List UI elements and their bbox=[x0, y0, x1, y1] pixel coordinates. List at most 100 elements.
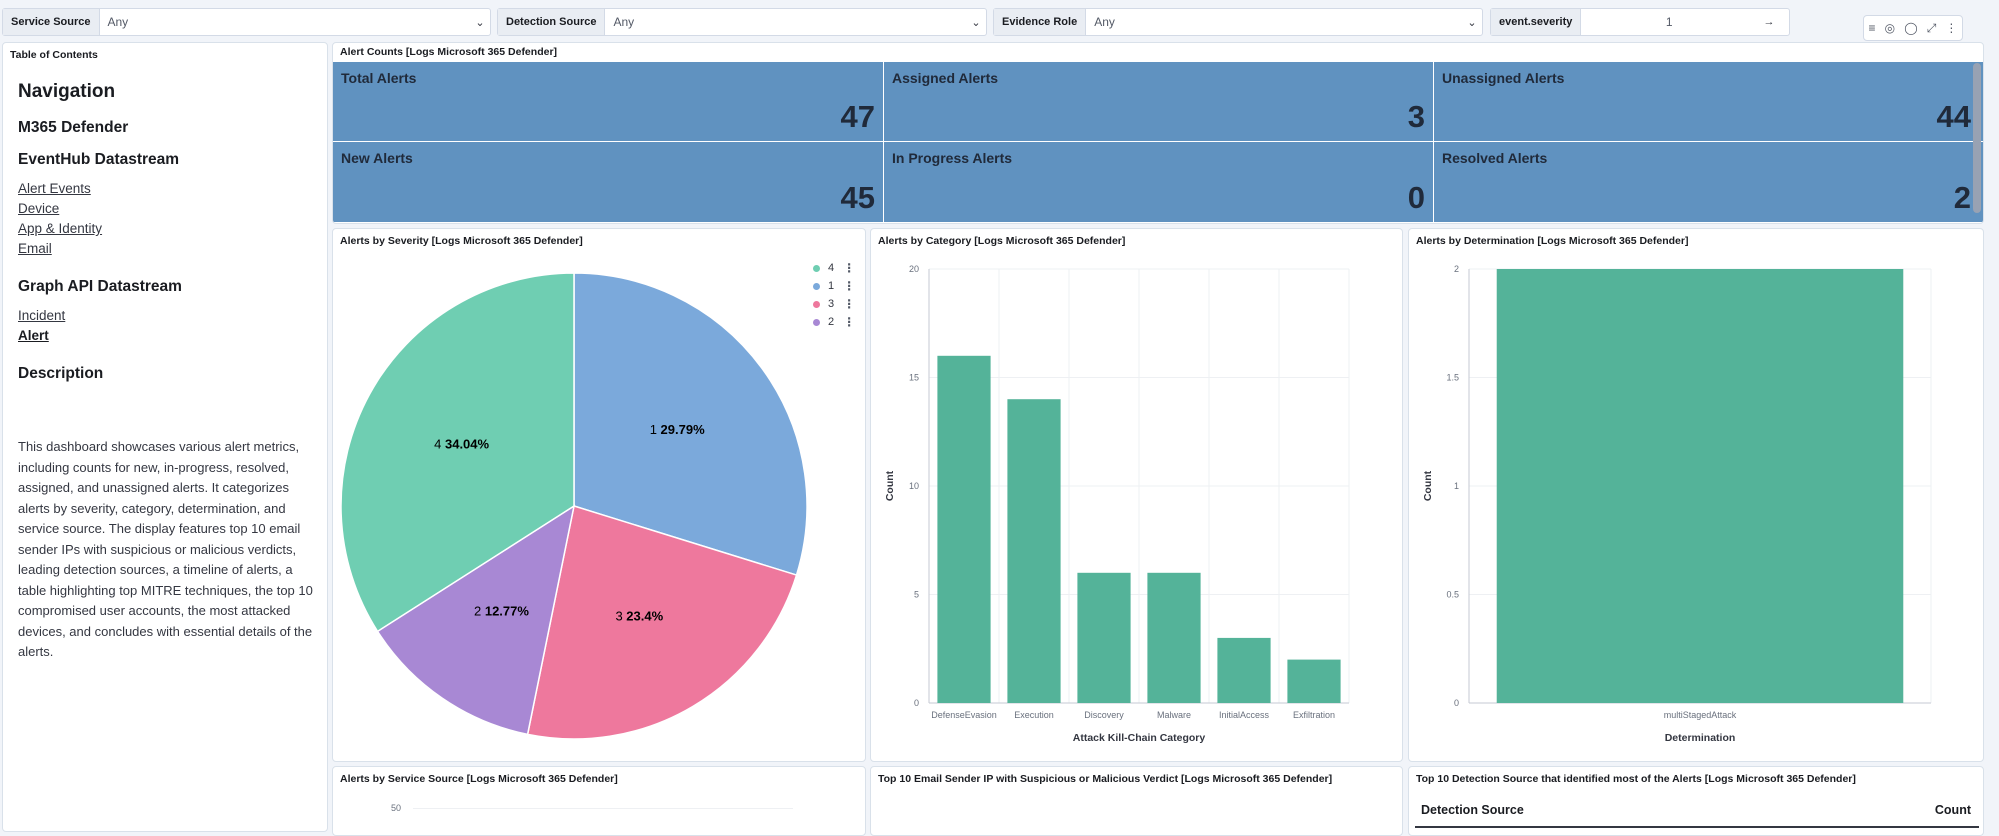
filter-icon[interactable]: ≡ bbox=[1868, 21, 1876, 35]
panel-title: Alerts by Determination [Logs Microsoft … bbox=[1416, 235, 1689, 247]
filter-bar: Service Source Any ⌄ Detection Source An… bbox=[0, 0, 1999, 40]
metric-unassigned-alerts[interactable]: Unassigned Alerts 44 bbox=[1434, 62, 1983, 141]
slice-key: 1 bbox=[650, 422, 661, 437]
severity-panel: Alerts by Severity [Logs Microsoft 365 D… bbox=[332, 228, 866, 762]
legend-label: 3 bbox=[828, 298, 835, 310]
link-alert[interactable]: Alert bbox=[18, 328, 49, 343]
legend-item[interactable]: 2 ⋮ bbox=[813, 315, 855, 329]
x-axis-tick: Execution bbox=[1014, 710, 1054, 720]
bar-Execution[interactable] bbox=[1007, 399, 1061, 703]
legend-item[interactable]: 1 ⋮ bbox=[813, 279, 855, 293]
metric-label: Assigned Alerts bbox=[892, 70, 999, 86]
legend-label: 1 bbox=[828, 280, 835, 292]
filter-value: Any bbox=[1094, 15, 1115, 29]
link-alert-events[interactable]: Alert Events bbox=[18, 181, 91, 196]
bar-Exfiltration[interactable] bbox=[1287, 659, 1341, 703]
pie-slice-1[interactable] bbox=[573, 272, 808, 577]
panel-title: Top 10 Email Sender IP with Suspicious o… bbox=[878, 773, 1333, 785]
metric-value: 44 bbox=[1936, 99, 1971, 134]
y-axis-tick: 0 bbox=[914, 698, 919, 708]
filter-detection-source[interactable]: Detection Source Any ⌄ bbox=[497, 8, 987, 36]
category-bar-chart: 0 5 10 15 20 DefenseEvasion Execution Discovery… bbox=[884, 264, 1350, 744]
x-axis-tick: Malware bbox=[1157, 710, 1191, 720]
metric-in-progress-alerts[interactable]: In Progress Alerts 0 bbox=[884, 142, 1433, 222]
metric-value: 3 bbox=[1407, 99, 1425, 134]
legend-label: 4 bbox=[828, 262, 835, 274]
link-email[interactable]: Email bbox=[18, 241, 52, 256]
service-source-panel: Alerts by Service Source [Logs Microsoft… bbox=[332, 766, 866, 836]
filter-evidence-role[interactable]: Evidence Role Any ⌄ bbox=[993, 8, 1483, 36]
pie-slice-3[interactable] bbox=[526, 505, 798, 740]
legend-item[interactable]: 3 ⋮ bbox=[813, 297, 855, 311]
bar-DefenseEvasion[interactable] bbox=[937, 355, 991, 703]
chevron-down-icon[interactable]: ⌄ bbox=[1467, 16, 1477, 29]
column-header-count[interactable]: Count bbox=[1934, 803, 1971, 817]
legend-dot bbox=[813, 300, 820, 308]
toc-panel: Table of Contents Navigation M365 Defend… bbox=[2, 42, 328, 832]
scrollbar[interactable] bbox=[1973, 63, 1981, 213]
metric-label: Total Alerts bbox=[341, 70, 417, 86]
arrow-right-icon[interactable]: → bbox=[1763, 16, 1775, 28]
determination-bar-chart: 0 0.5 1 1.5 2 multiStagedAttack Determination C… bbox=[1422, 264, 1932, 744]
gridline bbox=[413, 808, 793, 809]
slice-key: 4 bbox=[434, 436, 445, 451]
filter-value: Any bbox=[613, 15, 635, 29]
explore-icon[interactable]: ◎ bbox=[1884, 21, 1896, 35]
legend-options-icon[interactable]: ⋮ bbox=[843, 261, 856, 275]
alert-counts-panel: Alert Counts [Logs Microsoft 365 Defende… bbox=[332, 42, 1984, 224]
determination-panel: Alerts by Determination [Logs Microsoft … bbox=[1408, 228, 1984, 762]
eventhub-heading: EventHub Datastream bbox=[18, 151, 180, 168]
filter-event-severity[interactable]: event.severity 1 → bbox=[1490, 8, 1790, 36]
pie-slice-4[interactable] bbox=[340, 272, 575, 633]
navigation-heading: Navigation bbox=[18, 81, 116, 102]
bar-InitialAccess[interactable] bbox=[1217, 637, 1271, 703]
inspect-icon[interactable]: ◯ bbox=[1904, 21, 1918, 35]
y-axis-tick: 10 bbox=[909, 481, 919, 491]
legend-options-icon[interactable]: ⋮ bbox=[843, 297, 856, 311]
y-axis-tick: 15 bbox=[909, 373, 919, 383]
maximize-icon[interactable]: ⤢ bbox=[1926, 20, 1937, 35]
panel-title: Alerts by Category [Logs Microsoft 365 D… bbox=[878, 235, 1126, 247]
pie-slice-label: 1 29.79% bbox=[650, 422, 705, 437]
x-axis-tick: multiStagedAttack bbox=[1664, 710, 1737, 720]
table-header-divider bbox=[1415, 826, 1979, 828]
legend-options-icon[interactable]: ⋮ bbox=[843, 315, 856, 329]
graphapi-heading: Graph API Datastream bbox=[18, 278, 182, 295]
x-axis-title: Attack Kill-Chain Category bbox=[1073, 732, 1206, 744]
legend-label: 2 bbox=[828, 316, 835, 328]
metric-resolved-alerts[interactable]: Resolved Alerts 2 bbox=[1434, 142, 1983, 222]
legend-item[interactable]: 4 ⋮ bbox=[813, 261, 855, 275]
y-axis-title: Count bbox=[884, 470, 896, 501]
bar-Discovery[interactable] bbox=[1077, 572, 1131, 703]
panel-title: Alerts by Severity [Logs Microsoft 365 D… bbox=[340, 235, 583, 247]
metric-total-alerts[interactable]: Total Alerts 47 bbox=[333, 62, 883, 141]
metric-label: Unassigned Alerts bbox=[1442, 70, 1565, 86]
bar-multiStagedAttack[interactable] bbox=[1496, 269, 1904, 703]
pie-slice-2[interactable] bbox=[376, 504, 576, 736]
chevron-down-icon[interactable]: ⌄ bbox=[475, 16, 485, 29]
y-axis-tick: 0.5 bbox=[1446, 590, 1459, 600]
chevron-down-icon[interactable]: ⌄ bbox=[971, 16, 981, 29]
slice-key: 3 bbox=[615, 608, 626, 623]
pie-slice-label: 3 23.4% bbox=[615, 608, 663, 623]
slice-percent: 29.79% bbox=[661, 422, 706, 437]
legend-options-icon[interactable]: ⋮ bbox=[843, 279, 856, 293]
metric-label: Resolved Alerts bbox=[1442, 150, 1548, 166]
y-axis-tick: 1.5 bbox=[1446, 373, 1459, 383]
filter-service-source[interactable]: Service Source Any ⌄ bbox=[2, 8, 491, 36]
metric-assigned-alerts[interactable]: Assigned Alerts 3 bbox=[884, 62, 1433, 141]
column-header-detection-source[interactable]: Detection Source bbox=[1421, 803, 1524, 817]
y-axis-tick: 50 bbox=[391, 803, 402, 813]
metric-value: 2 bbox=[1953, 180, 1971, 215]
link-app-identity[interactable]: App & Identity bbox=[18, 221, 103, 236]
link-device[interactable]: Device bbox=[18, 201, 60, 216]
link-incident[interactable]: Incident bbox=[18, 308, 66, 323]
bar-Malware[interactable] bbox=[1147, 572, 1201, 703]
metric-new-alerts[interactable]: New Alerts 45 bbox=[333, 142, 883, 222]
x-axis-tick: DefenseEvasion bbox=[931, 710, 997, 720]
panel-title: Alerts by Service Source [Logs Microsoft… bbox=[340, 773, 618, 785]
metric-label: In Progress Alerts bbox=[892, 150, 1013, 166]
more-options-icon[interactable]: ⋮ bbox=[1945, 21, 1958, 35]
slice-percent: 12.77% bbox=[485, 604, 530, 619]
metric-value: 47 bbox=[840, 99, 875, 134]
